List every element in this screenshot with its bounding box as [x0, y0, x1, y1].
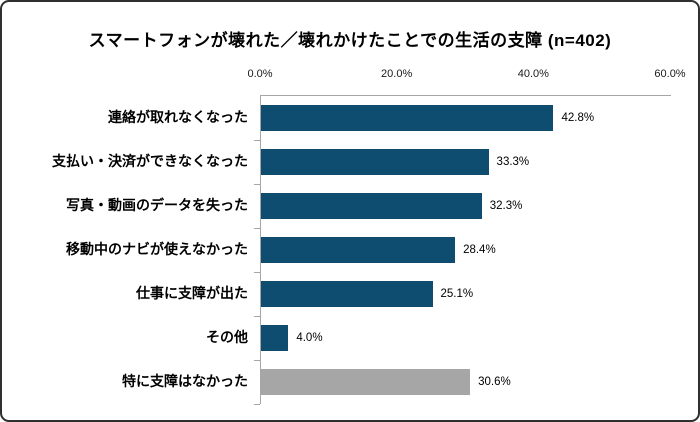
- bar: [261, 281, 433, 307]
- bar-value-label: 28.4%: [463, 244, 496, 256]
- bar: [261, 149, 489, 175]
- bar: [261, 325, 289, 351]
- x-axis: 0.0% 20.0% 40.0% 60.0%: [247, 68, 685, 82]
- chart-title: スマートフォンが壊れた／壊れかけたことでの生活の支障 (n=402): [88, 31, 612, 50]
- category-label: その他: [206, 329, 248, 345]
- bar-row: 42.8%: [254, 96, 671, 141]
- bar-row: 33.3%: [254, 140, 671, 185]
- plot-area: 42.8% 33.3% 32.3% 28.4% 25.1% 4.0% 30.6%: [254, 95, 671, 405]
- category-label: 仕事に支障が出た: [136, 285, 248, 301]
- bar: [261, 105, 554, 131]
- bar-value-label: 42.8%: [561, 112, 595, 124]
- x-axis-tick-label: 0.0%: [247, 68, 273, 80]
- bar-row: 28.4%: [254, 228, 671, 273]
- bar-row: 4.0%: [254, 316, 671, 361]
- bar-value-label: 32.3%: [489, 200, 523, 212]
- category-label: 写真・動画のデータを失った: [66, 197, 248, 213]
- bar-row: 32.3%: [254, 184, 671, 229]
- bar-value-label: 25.1%: [440, 288, 474, 300]
- bar-value-label: 4.0%: [296, 332, 323, 344]
- bar-row: 25.1%: [254, 272, 671, 317]
- x-axis-tick-label: 20.0%: [381, 68, 413, 80]
- bar-value-label: 30.6%: [478, 376, 511, 388]
- category-axis: 連絡が取れなくなった支払い・決済ができなくなった写真・動画のデータを失った 移動中…: [2, 95, 248, 403]
- x-axis-tick-label: 40.0%: [517, 68, 549, 80]
- bar: [261, 193, 482, 219]
- x-axis-tick-label: 60.0%: [654, 68, 686, 80]
- category-label: 移動中のナビが使えなかった: [66, 241, 248, 257]
- bar-value-label: 33.3%: [496, 156, 530, 168]
- category-label: 支払い・決済ができなくなった: [52, 153, 248, 169]
- category-label: 特に支障はなかった: [122, 373, 248, 389]
- bar: [261, 369, 471, 395]
- category-label: 連絡が取れなくなった: [108, 109, 248, 125]
- bar-row: 30.6%: [254, 360, 671, 405]
- bar: [261, 237, 456, 263]
